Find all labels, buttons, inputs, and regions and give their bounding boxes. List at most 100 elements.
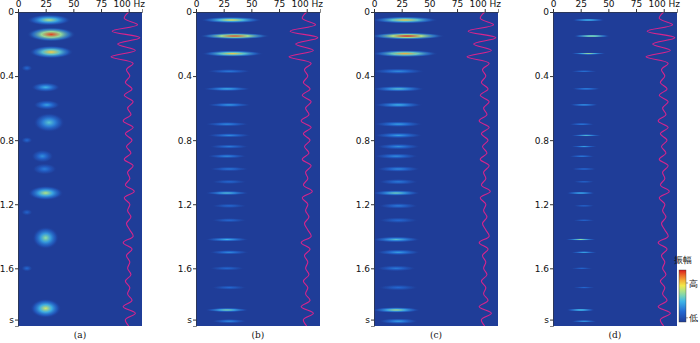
x-tick: 25 xyxy=(396,0,407,12)
x-tick-label: 0 xyxy=(194,0,200,9)
x-tick-label: 25 xyxy=(40,0,51,9)
x-tick: 75 xyxy=(96,0,107,12)
y-tick-label: 0.4 xyxy=(178,71,193,81)
energy-cell xyxy=(205,237,249,241)
y-axis: 00.40.81.21.6s xyxy=(0,7,19,326)
y-tick-label: 1.2 xyxy=(0,200,14,210)
plot-area xyxy=(196,12,320,326)
plot-area xyxy=(553,12,677,326)
y-tick-mark xyxy=(550,12,553,13)
y-tick-mark xyxy=(550,320,553,321)
energy-cell xyxy=(205,191,249,195)
figure: 0255075100 Hz00.40.81.21.6s(a)0255075100… xyxy=(0,0,700,343)
y-tick-mark xyxy=(193,204,196,205)
energy-cell xyxy=(573,181,595,184)
energy-cell xyxy=(205,308,249,312)
panel: 0255075100 Hz00.40.81.21.6s(a) xyxy=(0,0,145,340)
x-tick-label: 75 xyxy=(274,0,285,9)
energy-cell xyxy=(203,87,252,91)
energy-cell xyxy=(212,204,247,208)
y-tick: s xyxy=(9,315,18,325)
x-tick-mark xyxy=(485,9,486,12)
energy-cell xyxy=(378,203,418,209)
energy-cell xyxy=(571,168,598,171)
energy-cell xyxy=(374,68,425,74)
y-tick-mark xyxy=(15,320,18,321)
energy-cell xyxy=(571,88,602,91)
y-axis: 00.40.81.21.6s xyxy=(178,7,197,326)
y-tick: 0.4 xyxy=(0,71,18,81)
y-tick-mark xyxy=(371,320,374,321)
y-tick-label: 0.8 xyxy=(178,136,193,146)
y-tick-label: s xyxy=(365,315,370,325)
y-tick-mark xyxy=(371,268,374,269)
x-tick: 25 xyxy=(40,0,51,12)
energy-cell xyxy=(209,250,249,254)
x-tick: 50 xyxy=(68,0,80,12)
y-tick-mark xyxy=(193,140,196,141)
y-tick-mark xyxy=(193,76,196,77)
energy-cell xyxy=(376,166,420,172)
energy-cell xyxy=(571,134,602,137)
y-tick-label: 0 xyxy=(8,7,14,17)
x-tick-mark xyxy=(196,9,197,12)
y-tick-label: s xyxy=(187,315,192,325)
plot-background xyxy=(553,12,677,326)
trace xyxy=(646,12,675,326)
x-tick: 50 xyxy=(246,0,258,12)
energy-cell xyxy=(199,33,270,39)
y-tick-mark xyxy=(550,268,553,269)
y-tick: 1.6 xyxy=(535,264,553,274)
energy-cell xyxy=(207,69,251,73)
trace xyxy=(111,12,140,326)
x-tick-label: 75 xyxy=(631,0,642,9)
plot-background xyxy=(18,12,142,326)
energy-cell xyxy=(21,265,32,271)
x-tick-mark xyxy=(101,9,102,12)
y-tick: 0 xyxy=(8,7,18,17)
energy-cell xyxy=(378,285,418,291)
energy-cell xyxy=(571,267,593,270)
y-tick: 1.2 xyxy=(356,200,374,210)
energy-cell xyxy=(571,52,606,55)
plot-area xyxy=(374,12,498,326)
energy-cell xyxy=(376,249,420,255)
y-tick: 1.6 xyxy=(356,264,374,274)
energy-cell xyxy=(27,14,71,25)
x-tick-label: 25 xyxy=(575,0,586,9)
x-tick-label: 100 Hz xyxy=(648,0,680,9)
y-tick-label: 0.8 xyxy=(0,136,14,146)
y-tick-mark xyxy=(15,12,18,13)
x-tick-mark xyxy=(664,9,665,12)
y-tick-label: 1.6 xyxy=(356,264,371,274)
panel: 0255075100 Hz00.40.81.21.6s(d)振幅高低 xyxy=(535,0,698,340)
energy-cell xyxy=(569,155,596,158)
plot-background xyxy=(196,12,320,326)
energy-cell xyxy=(21,209,32,215)
x-tick-label: 50 xyxy=(424,0,436,9)
energy-cell xyxy=(34,100,61,110)
energy-cell xyxy=(200,17,262,23)
panel: 0255075100 Hz00.40.81.21.6s(b) xyxy=(178,0,324,340)
x-tick-label: 0 xyxy=(372,0,378,9)
panel-label: (b) xyxy=(252,330,265,340)
x-tick: 50 xyxy=(603,0,615,12)
energy-cell xyxy=(376,265,416,271)
energy-cell xyxy=(212,180,247,184)
energy-cell xyxy=(212,319,247,323)
y-tick-mark xyxy=(550,204,553,205)
x-axis-line xyxy=(375,9,499,13)
y-tick-label: 1.6 xyxy=(178,264,193,274)
colorbar-title: 振幅 xyxy=(674,255,692,265)
x-tick: 100 Hz xyxy=(469,0,501,12)
y-tick-mark xyxy=(371,204,374,205)
energy-cell xyxy=(573,205,595,208)
x-tick-mark xyxy=(608,9,609,12)
colorbar-tick xyxy=(686,317,688,318)
energy-cell xyxy=(202,50,264,56)
energy-cell xyxy=(573,219,595,222)
energy-cell xyxy=(565,192,596,195)
x-tick-label: 100 Hz xyxy=(113,0,145,9)
y-tick-label: 1.2 xyxy=(178,200,192,210)
energy-cell xyxy=(32,163,56,174)
